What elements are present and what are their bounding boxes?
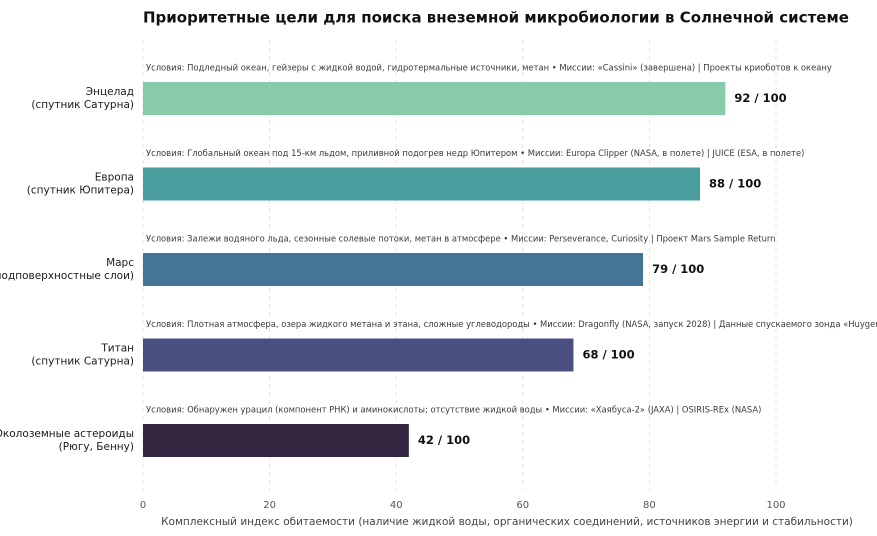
category-label: Европа <box>95 172 134 184</box>
category-label: (спутник Юпитера) <box>27 185 134 197</box>
bar-group: Условия: Глобальный океан под 15-км льдо… <box>27 148 804 201</box>
bar-group: Условия: Плотная атмосфера, озера жидког… <box>31 319 877 372</box>
category-label: (спутник Сатурна) <box>31 356 134 368</box>
bar <box>143 82 726 115</box>
bar-annotation: Условия: Обнаружен урацил (компонент РНК… <box>146 405 761 415</box>
bar-annotation: Условия: Залежи водяного льда, сезонные … <box>146 234 776 244</box>
bars: Условия: Подледный океан, гейзеры с жидк… <box>0 63 877 457</box>
x-ticks: 0 20 40 60 80 100 <box>140 500 786 511</box>
bar-value-label: 68 / 100 <box>582 348 634 362</box>
bar <box>143 253 644 286</box>
x-axis-label: Комплексный индекс обитаемости (наличие … <box>161 516 853 528</box>
category-label: (подповерхностные слои) <box>0 270 134 282</box>
category-label: Титан <box>100 343 134 355</box>
bar-value-label: 92 / 100 <box>734 91 786 105</box>
bar-value-label: 42 / 100 <box>418 433 470 447</box>
x-tick-label: 80 <box>643 500 656 511</box>
bar-annotation: Условия: Подледный океан, гейзеры с жидк… <box>146 63 832 73</box>
bar-annotation: Условия: Плотная атмосфера, озера жидког… <box>146 319 877 329</box>
category-label: Марс <box>106 257 134 269</box>
category-label: Энцелад <box>86 86 134 98</box>
bar-annotation: Условия: Глобальный океан под 15-км льдо… <box>146 148 804 158</box>
chart-title: Приоритетные цели для поиска внеземной м… <box>143 9 849 27</box>
bar-group: Условия: Обнаружен урацил (компонент РНК… <box>0 405 761 457</box>
x-tick-label: 40 <box>390 500 403 511</box>
x-tick-label: 0 <box>140 500 146 511</box>
bar-group: Условия: Подледный океан, гейзеры с жидк… <box>31 63 832 115</box>
category-label: (Рюгу, Бенну) <box>59 441 134 453</box>
category-label: (спутник Сатурна) <box>31 99 134 111</box>
bar-value-label: 88 / 100 <box>709 177 761 191</box>
x-tick-label: 60 <box>516 500 529 511</box>
bar <box>143 167 701 201</box>
bar <box>143 424 409 457</box>
bar <box>143 338 574 372</box>
bar-value-label: 79 / 100 <box>652 262 704 276</box>
x-tick-label: 20 <box>263 500 276 511</box>
category-label: Околоземные астероиды <box>0 428 134 440</box>
bar-group: Условия: Залежи водяного льда, сезонные … <box>0 234 776 286</box>
x-tick-label: 100 <box>766 500 785 511</box>
